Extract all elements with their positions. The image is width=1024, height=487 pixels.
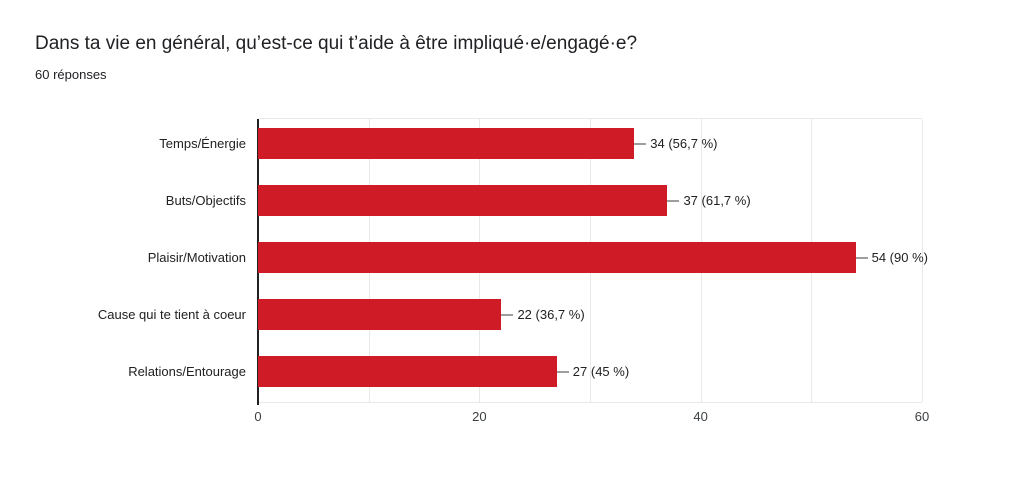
bar-annotation: 27 (45 %) (556, 356, 630, 387)
bar (258, 299, 502, 330)
x-tick-label: 60 (914, 409, 930, 424)
annotation-connector-line (634, 142, 647, 145)
bar-row: Plaisir/Motivation 54 (90 %) (0, 232, 1024, 289)
bar (258, 356, 557, 387)
bar-row: Temps/Énergie 34 (56,7 %) (0, 118, 1024, 175)
bar-track: 27 (45 %) (258, 346, 922, 403)
gridline (922, 119, 923, 402)
bar (258, 242, 856, 273)
x-tick-label: 0 (254, 409, 262, 424)
annotation-connector-line (501, 313, 514, 316)
category-label: Plaisir/Motivation (147, 250, 246, 265)
bar-annotation: 34 (56,7 %) (634, 128, 717, 159)
value-label: 34 (56,7 %) (650, 136, 718, 151)
bar-row: Buts/Objectifs 37 (61,7 %) (0, 175, 1024, 232)
x-axis: 0 20 40 60 (254, 409, 929, 429)
bar-row: Cause qui te tient à coeur 22 (36,7 %) (0, 289, 1024, 346)
question-title: Dans ta vie en général, qu’est-ce qui t’… (35, 33, 638, 54)
x-tick-label: 20 (472, 409, 487, 424)
bar (258, 185, 668, 216)
value-label: 54 (90 %) (871, 250, 928, 265)
bar-annotation: 54 (90 %) (855, 242, 928, 273)
category-label: Cause qui te tient à coeur (97, 307, 246, 322)
x-tick-label: 40 (693, 409, 708, 424)
category-label: Relations/Entourage (128, 364, 246, 379)
bar-track: 34 (56,7 %) (258, 118, 922, 175)
bar-rows: Temps/Énergie 34 (56,7 %) Buts/Objectifs 37… (0, 118, 1024, 403)
value-label: 22 (36,7 %) (517, 307, 585, 322)
category-label: Buts/Objectifs (165, 193, 246, 208)
value-label: 37 (61,7 %) (683, 193, 751, 208)
bar-annotation: 22 (36,7 %) (501, 299, 585, 330)
bar-track: 37 (61,7 %) (258, 175, 922, 232)
category-label: Temps/Énergie (159, 136, 246, 151)
value-label: 27 (45 %) (572, 364, 630, 379)
bar-track: 22 (36,7 %) (258, 289, 922, 346)
bar-track: 54 (90 %) (258, 232, 928, 289)
annotation-connector-line (556, 370, 569, 373)
bar-annotation: 37 (61,7 %) (667, 185, 751, 216)
response-count: 60 réponses (35, 67, 107, 82)
bar-row: Relations/Entourage 27 (45 %) (0, 346, 1024, 403)
annotation-connector-line (855, 256, 868, 259)
annotation-connector-line (667, 199, 680, 202)
bar (258, 128, 635, 159)
